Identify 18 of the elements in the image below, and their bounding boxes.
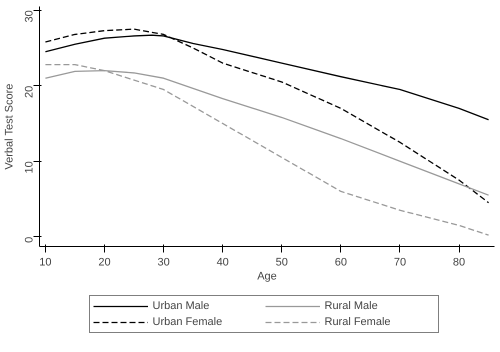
y-axis-title: Verbal Test Score <box>4 84 16 170</box>
y-tick-label: 10 <box>24 161 36 174</box>
x-tick-label: 60 <box>334 256 347 268</box>
y-tick-label: 0 <box>24 236 36 243</box>
legend-label: Rural Female <box>324 315 392 329</box>
x-tick-label: 70 <box>394 256 406 268</box>
x-tick-label: 80 <box>452 256 466 268</box>
x-tick-label: 30 <box>157 256 170 268</box>
y-tick-label: 20 <box>24 86 36 98</box>
legend-label: Urban Female <box>152 315 224 329</box>
x-tick-label: 20 <box>98 256 111 268</box>
x-tick-label: 50 <box>276 256 288 268</box>
legend-label: Rural Male <box>324 299 379 313</box>
x-tick-label: 10 <box>39 256 52 268</box>
legend-label: Urban Male <box>152 299 210 313</box>
y-tick-label: 30 <box>24 10 36 23</box>
x-axis-title: Age <box>257 270 277 282</box>
x-tick-label: 40 <box>216 256 229 268</box>
